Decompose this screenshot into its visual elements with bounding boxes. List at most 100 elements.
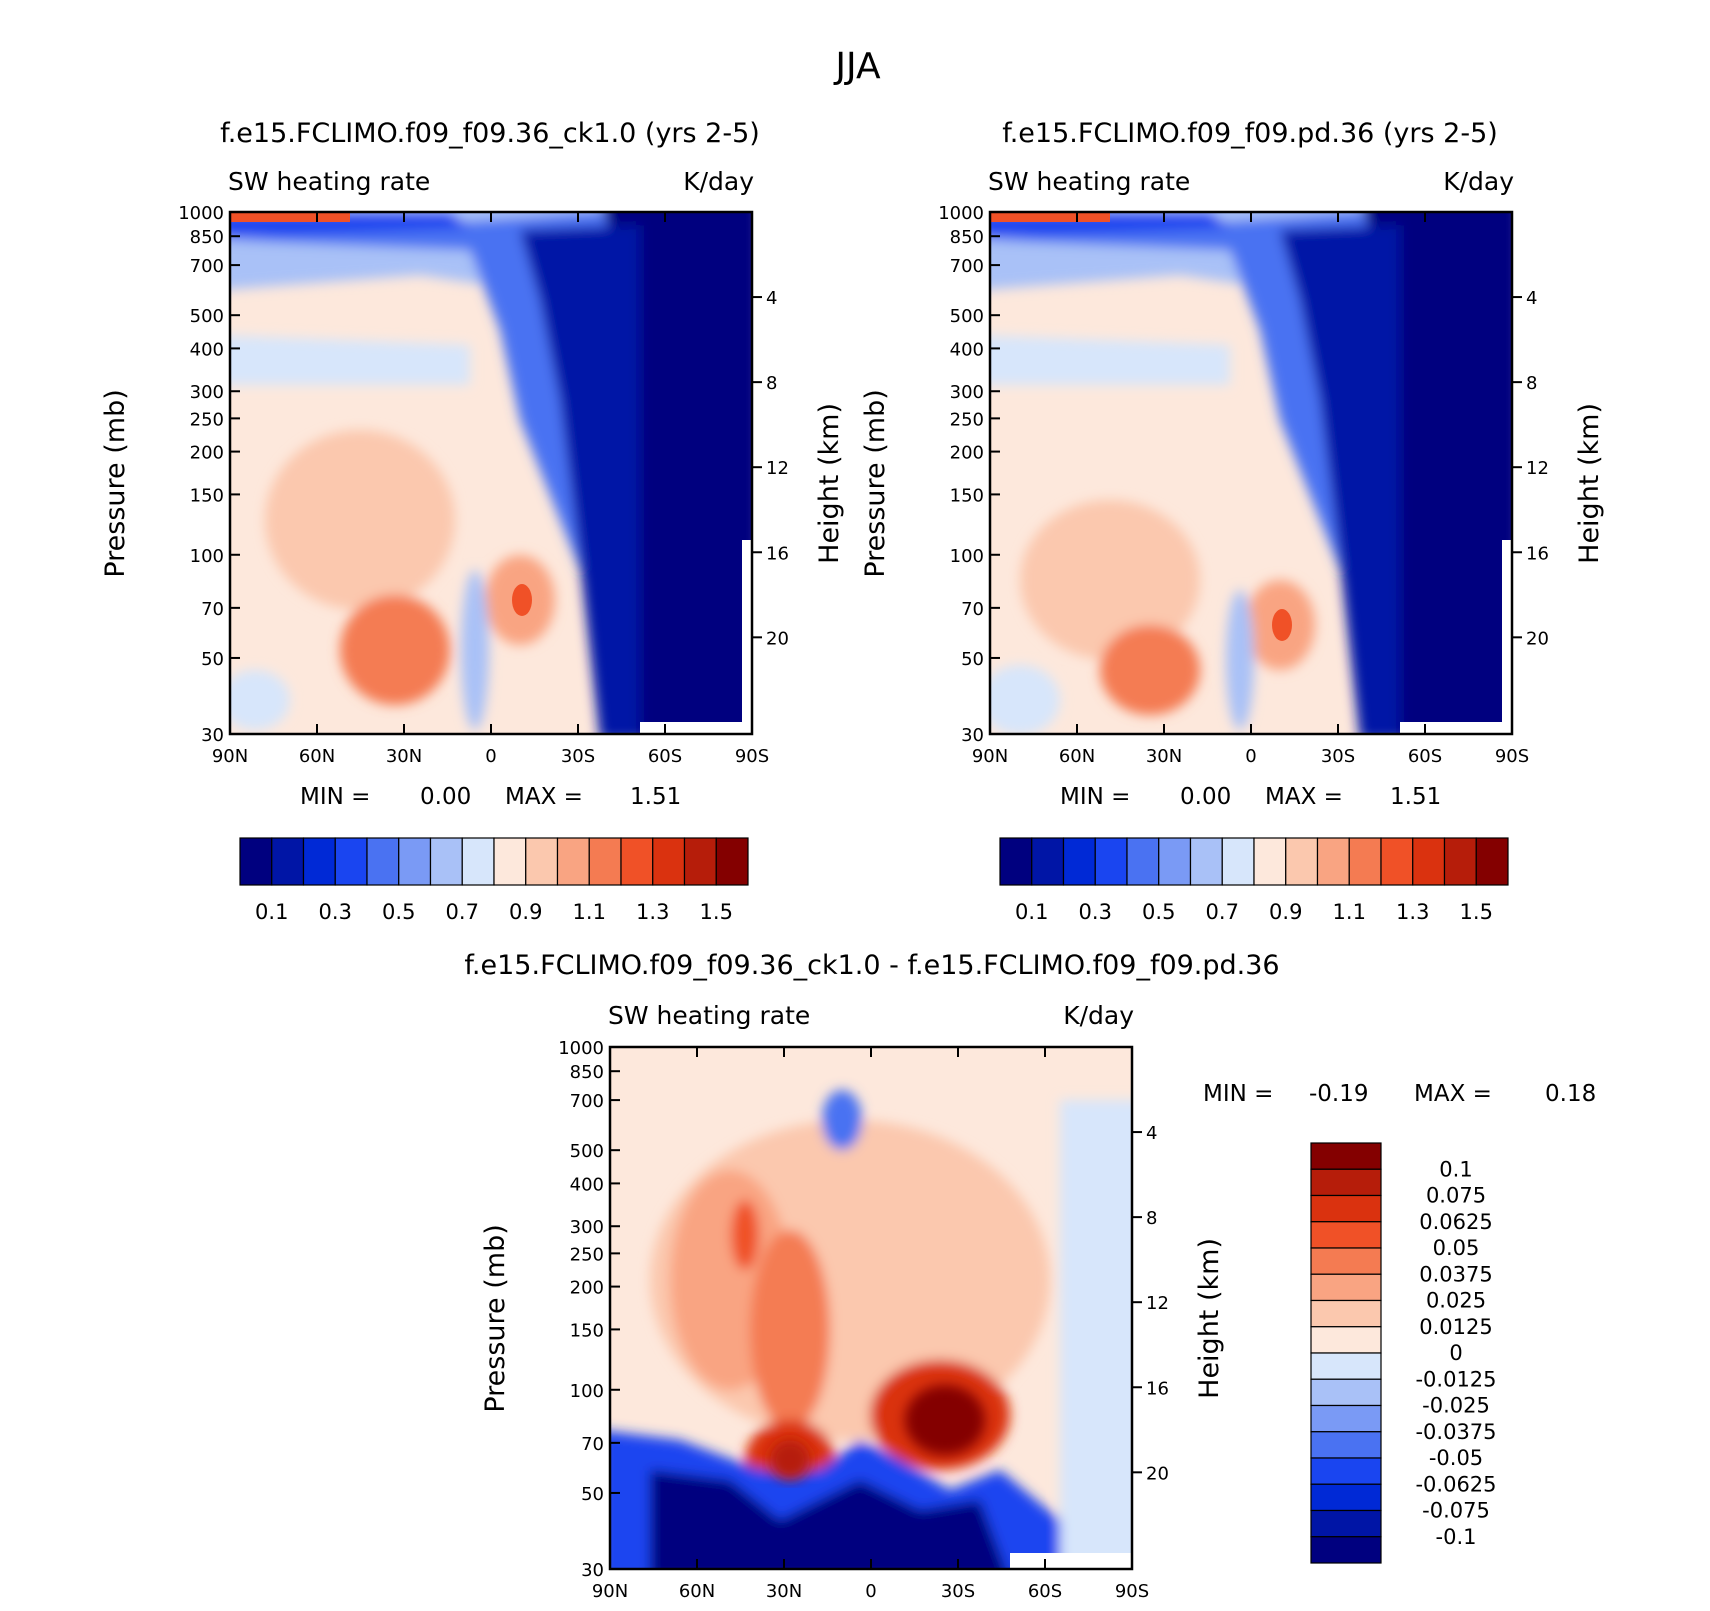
panel-1-field <box>230 212 752 734</box>
panel-3-field <box>610 1047 1132 1569</box>
y-tick-label: 150 <box>570 1320 604 1341</box>
field-blob-warm-mid <box>265 430 455 610</box>
panel-3-max-label: MAX = <box>1414 1081 1492 1107</box>
y-tick-label: 700 <box>570 1091 604 1112</box>
y-tick-label: 400 <box>190 339 224 360</box>
panel-1-axes: 305070100150200250300400500700850100090N… <box>100 203 845 767</box>
y-tick-label: 200 <box>190 443 224 464</box>
colorbar-label: 0.1 <box>255 900 288 924</box>
y-tick-label: 50 <box>961 649 984 670</box>
height-tick-label: 4 <box>1526 288 1537 309</box>
height-tick-label: 16 <box>766 543 789 564</box>
colorbar-swatch <box>683 837 717 886</box>
colorbar-label: -0.0625 <box>1415 1472 1496 1496</box>
colorbar-swatch <box>366 837 400 886</box>
field-missing-1 <box>640 722 752 734</box>
colorbar-label: 0.05 <box>1433 1236 1480 1260</box>
field-blob-blue-upper <box>822 1090 862 1150</box>
field-blob-deep-blue <box>604 212 752 734</box>
y-tick-label: 300 <box>190 382 224 403</box>
x-tick-label: 30N <box>386 746 422 767</box>
y-tick-label: 500 <box>190 306 224 327</box>
y-tick-label: 70 <box>581 1434 604 1455</box>
panel-1-colorbar: 0.1 0.3 0.5 0.7 0.9 1.1 1.3 1.5 <box>239 837 749 924</box>
x-tick-label: 90N <box>592 1581 628 1602</box>
field-missing <box>1010 1553 1132 1569</box>
panel-2-title: f.e15.FCLIMO.f09_f09.pd.36 (yrs 2-5) <box>1002 118 1498 149</box>
colorbar-swatch <box>1310 1326 1382 1354</box>
colorbar-swatch <box>1310 1378 1382 1407</box>
y-tick-label: 1000 <box>558 1038 604 1059</box>
colorbar-label: 1.1 <box>573 900 606 924</box>
height-tick-label: 12 <box>1526 458 1549 479</box>
panel-2-max-value: 1.51 <box>1390 784 1441 810</box>
panel-3-colorbar: 0.10.0750.06250.050.03750.0250.01250-0.0… <box>1310 1142 1497 1564</box>
y-tick-label: 30 <box>201 725 224 746</box>
y-tick-label: 1000 <box>938 203 984 224</box>
field-blob-cool-eq <box>1226 590 1254 730</box>
height-tick-label: 20 <box>766 628 789 649</box>
field-blob-navy-surface <box>650 1470 1006 1569</box>
field-blob-core <box>1272 609 1292 641</box>
colorbar-swatch <box>652 837 686 886</box>
colorbar-swatch <box>1094 837 1128 886</box>
x-tick-label: 90S <box>1115 1581 1149 1602</box>
colorbar-swatch <box>271 837 305 886</box>
field-blob-dark-band <box>520 225 640 734</box>
x-tick-label: 90N <box>972 746 1008 767</box>
x-tick-label: 30S <box>941 1581 975 1602</box>
colorbar-swatch <box>1285 837 1319 886</box>
x-tick-label: 0 <box>865 1581 876 1602</box>
x-tick-label: 30S <box>1321 746 1355 767</box>
field-blob-deep-blue <box>1364 212 1512 734</box>
colorbar-label: 0.9 <box>509 900 542 924</box>
y-tick-label: 400 <box>950 339 984 360</box>
y-tick-label: 1000 <box>178 203 224 224</box>
y-tick-label: 150 <box>190 485 224 506</box>
field-blob-core-east <box>905 1385 985 1455</box>
field-blob-warm-mid <box>1020 500 1200 660</box>
y-tick-label: 250 <box>950 409 984 430</box>
field-blob-cool-low <box>990 665 1060 734</box>
x-tick-label: 90S <box>1495 746 1529 767</box>
colorbar-swatch <box>1310 1536 1382 1564</box>
colorbar-swatch <box>1158 837 1192 886</box>
x-tick-label: 30N <box>766 1581 802 1602</box>
colorbar-swatch <box>1310 1509 1382 1538</box>
colorbar-label: 1.5 <box>700 900 733 924</box>
colorbar-label: 0.0625 <box>1419 1210 1492 1234</box>
colorbar-swatch <box>1380 837 1414 886</box>
y-tick-label: 200 <box>570 1278 604 1299</box>
x-tick-label: 60N <box>1059 746 1095 767</box>
colorbar-swatch <box>302 837 336 886</box>
colorbar-swatch <box>999 837 1033 886</box>
field-strat-red-strip <box>990 212 1110 222</box>
colorbar-swatch <box>1475 837 1509 886</box>
colorbar-swatch <box>620 837 654 886</box>
figure-title: JJA <box>833 46 881 87</box>
colorbar-label: 0.7 <box>446 900 479 924</box>
colorbar-label: 0.075 <box>1426 1184 1486 1208</box>
colorbar-label: -0.0125 <box>1415 1367 1496 1391</box>
colorbar-swatch <box>461 837 495 886</box>
height-tick-label: 8 <box>766 373 777 394</box>
colorbar-swatch <box>1310 1299 1382 1328</box>
x-tick-label: 60S <box>1408 746 1442 767</box>
height-axis-label: Height (km) <box>1574 403 1605 564</box>
field-blob-core <box>512 584 532 616</box>
y-tick-label: 850 <box>570 1062 604 1083</box>
field-blob-light-layer <box>230 335 470 385</box>
x-tick-label: 30S <box>561 746 595 767</box>
y-tick-label: 30 <box>961 725 984 746</box>
colorbar-swatch <box>588 837 622 886</box>
panel-1: f.e15.FCLIMO.f09_f09.36_ck1.0 (yrs 2-5) … <box>100 118 845 924</box>
panel-2-min-label: MIN = <box>1060 784 1130 810</box>
x-tick-label: 60N <box>679 1581 715 1602</box>
colorbar-swatch <box>1310 1273 1382 1302</box>
colorbar-label: -0.1 <box>1436 1525 1477 1549</box>
x-tick-label: 60S <box>648 746 682 767</box>
colorbar-swatch <box>1412 837 1446 886</box>
colorbar-label: 0.0125 <box>1419 1315 1492 1339</box>
colorbar-label: 0.3 <box>1079 900 1112 924</box>
panel-3-axes: 305070100150200250300400500700850100090N… <box>480 1038 1225 1602</box>
